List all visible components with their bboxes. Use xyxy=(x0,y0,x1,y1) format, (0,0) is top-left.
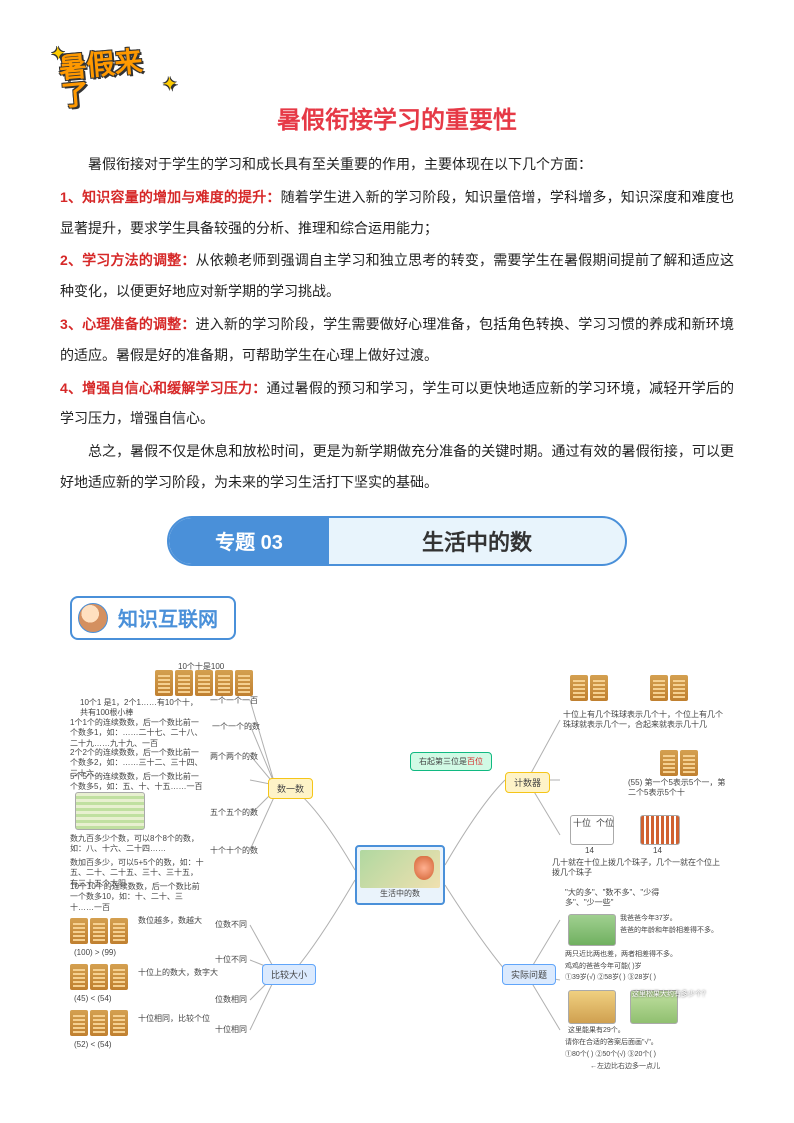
counter-leaf-1: (55) 第一个5表示5个一，第二个5表示5个十 xyxy=(628,778,728,799)
leaf-digits-same: 位数相同 xyxy=(215,995,247,1005)
place-14-b: 14 xyxy=(653,846,662,856)
cmp-2: (52) < (54) xyxy=(74,1040,112,1050)
section-badge: 知识互联网 xyxy=(70,596,236,640)
leaf-1by1: 一个一个的数 xyxy=(212,722,260,732)
leaf-100: 10个十是100 xyxy=(178,662,224,672)
point-3-label: 3、心理准备的调整： xyxy=(60,316,196,332)
leaf-1by1-100: 一个一个一百 xyxy=(210,696,258,706)
mindmap: 生活中的数 数一数 10个十是100 10个1 是1，2个1……有10个十，共有… xyxy=(60,660,734,1080)
abacus-cmp-2 xyxy=(70,964,128,990)
leaf-10by10: 十个十个的数 xyxy=(210,846,258,856)
abacus-r1 xyxy=(570,675,608,701)
kids-illust-1 xyxy=(568,914,616,946)
ex2-left: 这里能果有29个。 xyxy=(568,1026,628,1035)
leaf-tens-diff: 十位不同 xyxy=(215,955,247,965)
practical-leaf-2: 请你在合适的答案后面画"√"。 xyxy=(565,1038,730,1047)
section-badge-text: 知识互联网 xyxy=(118,603,218,632)
detail-6: 10个10个的连续数数，后一个数比前一个数多10，如：十、二十、三十……一百 xyxy=(70,882,205,913)
ex1-opts: ①39岁(√) ②58岁( ) ③28岁( ) xyxy=(565,973,730,982)
abacus-cmp-3 xyxy=(70,1010,128,1036)
detail-0: 10个1 是1，2个1……有10个十，共有100根小棒 xyxy=(80,698,200,719)
ex1-q: 鸡鸡的爸爸今年可能( )岁 xyxy=(565,962,725,971)
cmp-note-0: 数位越多，数越大 xyxy=(138,916,202,926)
ex1-right: 爸爸的年龄和年龄相差得不多。 xyxy=(620,926,720,935)
node-count: 数一数 xyxy=(268,778,313,799)
point-2: 2、学习方法的调整：从依赖老师到强调自主学习和独立思考的转变，需要学生在暑假期间… xyxy=(60,245,734,307)
cmp-0: (100) > (99) xyxy=(74,948,116,958)
leaf-digits-diff: 位数不同 xyxy=(215,920,247,930)
center-label: 生活中的数 xyxy=(357,888,443,899)
place-14-a: 14 xyxy=(585,846,594,856)
topic-number: 专题 03 xyxy=(169,518,329,564)
topic-pill: 专题 03 生活中的数 xyxy=(167,516,627,566)
leaf-5by5: 五个五个的数 xyxy=(210,808,258,818)
conclusion-text: 总之，暑假不仅是休息和放松时间，更是为新学期做充分准备的关键时期。通过有效的暑假… xyxy=(60,436,734,498)
node-counter: 计数器 xyxy=(505,772,550,793)
mindmap-center: 生活中的数 xyxy=(355,845,445,905)
pine-illust-1 xyxy=(568,990,616,1024)
abacus-cmp-1 xyxy=(70,918,128,944)
node-practical: 实际问题 xyxy=(502,964,556,985)
cmp-1: (45) < (54) xyxy=(74,994,112,1004)
ex2-right: 这里松果大约有多少个？ xyxy=(632,990,722,999)
ones-label: 个位 xyxy=(596,818,614,830)
topic-title: 生活中的数 xyxy=(329,525,625,557)
avatar-icon xyxy=(78,603,108,633)
ex2-opts: ①80个( ) ②50个(√) ③20个( ) xyxy=(565,1050,730,1059)
practical-leaf-1: 两只近比两也差，两者相差得不多。 xyxy=(565,950,725,959)
point-1: 1、知识容量的增加与难度的提升：随着学生进入新的学习阶段，知识量倍增，学科增多，… xyxy=(60,182,734,244)
badge-third-place: 右起第三位是百位 xyxy=(410,752,492,771)
grid-illust xyxy=(75,792,145,830)
cmp-note-2: 十位相同，比较个位 xyxy=(138,1014,210,1024)
detail-1: 1个1个的连续数数，后一个数比前一个数多1，如：……二十七、二十八、二十九……九… xyxy=(70,718,205,749)
intro-text: 暑假衔接对于学生的学习和成长具有至关重要的作用，主要体现在以下几个方面： xyxy=(60,149,734,180)
ex2-note: ←左边比右边多一点儿 xyxy=(590,1062,730,1071)
abacus-cluster-1 xyxy=(155,670,253,696)
detail-3: 5个5个的连续数数，后一个数比前一个数多5，如：五、十、十五……一百 xyxy=(70,772,205,793)
summer-logo: ✦ ✦ 暑假来了 xyxy=(58,45,173,114)
tens-label: 十位 xyxy=(573,818,591,830)
point-2-label: 2、学习方法的调整： xyxy=(60,252,196,268)
abacus-r3 xyxy=(660,750,698,776)
abacus-r2 xyxy=(650,675,688,701)
leaf-2by2: 两个两个的数 xyxy=(210,752,258,762)
point-4-label: 4、增强自信心和缓解学习压力： xyxy=(60,380,266,396)
node-compare: 比较大小 xyxy=(262,964,316,985)
sticks-illust xyxy=(640,815,680,845)
counter-leaf-0: 十位上有几个珠球表示几个十，个位上有几个珠球就表示几个一，合起来就表示几十几 xyxy=(563,710,728,731)
detail-4: 数九百多少个数，可以8个8个的数，如：八、十六、二十四…… xyxy=(70,834,205,855)
point-4: 4、增强自信心和缓解学习压力：通过暑假的预习和学习，学生可以更快地适应新的学习环… xyxy=(60,373,734,435)
leaf-tens-same: 十位相同 xyxy=(215,1025,247,1035)
ex1-left: 我爸爸今年37岁。 xyxy=(620,914,680,923)
point-3: 3、心理准备的调整：进入新的学习阶段，学生需要做好心理准备，包括角色转换、学习习… xyxy=(60,309,734,371)
point-1-label: 1、知识容量的增加与难度的提升： xyxy=(60,189,281,205)
cmp-note-1: 十位上的数大，数字大 xyxy=(138,968,218,978)
counter-leaf-2: 几十就在十位上拨几个珠子，几个一就在个位上拨几个珠子 xyxy=(552,858,727,879)
practical-leaf-0: "大的多"、"数不多"、"少得多"、"少一些" xyxy=(565,888,685,909)
